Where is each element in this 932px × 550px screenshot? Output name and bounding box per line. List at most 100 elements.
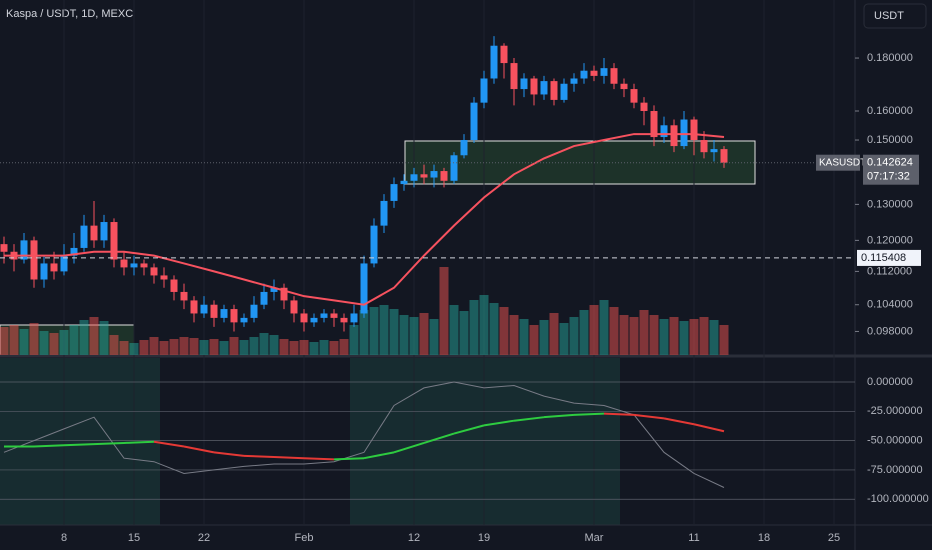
volume-bar xyxy=(39,331,49,355)
candle-body xyxy=(440,171,448,181)
volume-bar xyxy=(239,340,249,355)
candle-body xyxy=(230,309,238,323)
signal-segment xyxy=(333,457,365,461)
x-tick-label: 11 xyxy=(688,532,699,544)
volume-bar xyxy=(519,319,529,355)
volume-bar xyxy=(169,339,179,355)
volume-bar xyxy=(89,317,99,355)
volume-bar xyxy=(139,340,149,355)
candle-body xyxy=(350,313,358,323)
candle-body xyxy=(370,225,378,264)
volume-bar xyxy=(269,335,279,355)
volume-bar xyxy=(649,315,659,355)
volume-bar xyxy=(19,329,29,355)
indicator-tick-label: -75.000000 xyxy=(867,464,923,476)
signal-segment xyxy=(573,412,605,416)
candle-body xyxy=(180,291,188,301)
volume-bar xyxy=(49,333,59,355)
volume-bar xyxy=(359,310,369,355)
signal-segment xyxy=(213,451,245,457)
signal-segment xyxy=(483,419,515,427)
volume-bar xyxy=(619,315,629,355)
volume-bar xyxy=(249,337,259,355)
volume-bar xyxy=(659,319,669,355)
x-tick-label: Feb xyxy=(295,532,314,544)
candle-body xyxy=(330,313,338,318)
candle-body xyxy=(160,275,168,280)
candle-body xyxy=(510,63,518,90)
candle-body xyxy=(620,83,628,90)
candle-body xyxy=(150,267,158,276)
candle-body xyxy=(430,171,438,178)
volume-bar xyxy=(429,319,439,355)
candle-body xyxy=(690,119,698,141)
signal-segment xyxy=(513,416,545,422)
candle-body xyxy=(0,244,8,252)
candle-body xyxy=(140,263,148,268)
volume-bar xyxy=(719,325,729,355)
candle-body xyxy=(70,247,78,256)
volume-bar xyxy=(509,315,519,355)
currency-label[interactable]: USDT xyxy=(874,10,904,22)
volume-bar xyxy=(629,317,639,355)
volume-bar xyxy=(299,340,309,355)
volume-bar xyxy=(319,340,329,355)
y-tick-label: 0.112000 xyxy=(867,265,912,277)
candle-body xyxy=(480,78,488,103)
candle-body xyxy=(590,70,598,76)
volume-bar xyxy=(479,295,489,355)
currency-button[interactable] xyxy=(863,3,927,29)
candle-body xyxy=(240,317,248,323)
signal-segment xyxy=(543,413,575,419)
y-tick-label: 0.150000 xyxy=(867,134,913,146)
x-tick-label: Mar xyxy=(585,532,604,544)
y-tick-label: 0.104000 xyxy=(867,299,913,311)
volume-bar xyxy=(229,337,239,355)
candle-body xyxy=(170,279,178,292)
candle-body xyxy=(400,180,408,185)
level-label: 0.115408 xyxy=(861,252,906,264)
oscillator-line xyxy=(3,381,725,488)
candle-body xyxy=(570,78,578,84)
candle-body xyxy=(80,225,88,248)
candle-body xyxy=(450,155,458,181)
candle-body xyxy=(340,317,348,323)
signal-segment xyxy=(663,417,695,426)
volume-bar xyxy=(289,341,299,355)
volume-bar xyxy=(549,313,559,355)
volume-bar xyxy=(569,317,579,355)
volume-bar xyxy=(529,325,539,355)
signal-segment xyxy=(63,443,95,447)
indicator-zone xyxy=(0,358,160,525)
volume-bar xyxy=(149,337,159,355)
volume-bar xyxy=(379,305,389,355)
moving-average xyxy=(4,133,725,306)
candle-body xyxy=(130,263,138,268)
candle-body xyxy=(520,78,528,90)
candle-body xyxy=(460,140,468,156)
indicator-tick-label: -50.000000 xyxy=(867,435,923,447)
symbol-tag xyxy=(816,154,860,171)
volume-bar xyxy=(349,325,359,355)
volume-bar xyxy=(489,303,499,355)
candle-body xyxy=(250,304,258,318)
volume-bar xyxy=(409,317,419,355)
candle-body xyxy=(490,45,498,79)
signal-segment xyxy=(93,441,125,446)
indicator-tick-label: -100.000000 xyxy=(867,493,929,505)
candle-body xyxy=(100,222,108,241)
volume-bar xyxy=(159,341,169,355)
signal-segment xyxy=(123,440,155,444)
candle-body xyxy=(360,263,368,314)
candle-body xyxy=(660,125,668,138)
candle-body xyxy=(60,255,68,272)
volume-bar xyxy=(699,317,709,355)
signal-segment xyxy=(423,432,455,444)
signal-segment xyxy=(33,444,65,448)
candle-body xyxy=(20,240,28,260)
volume-bar xyxy=(129,343,139,355)
volume-bar xyxy=(369,307,379,355)
volume-bar xyxy=(99,321,109,355)
volume-bar xyxy=(539,320,549,355)
candle-body xyxy=(410,174,418,181)
